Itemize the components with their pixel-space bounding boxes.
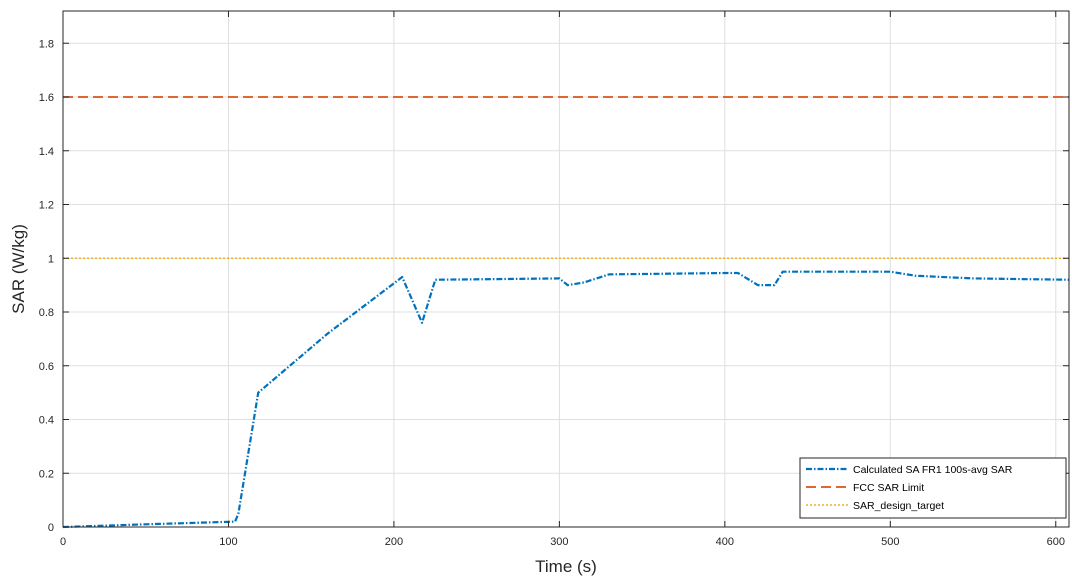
y-tick-label: 1.4 xyxy=(39,146,54,158)
series-layer xyxy=(62,96,1070,529)
y-tick-label: 1 xyxy=(48,253,54,265)
legend-label-calculated-sar: Calculated SA FR1 100s-avg SAR xyxy=(853,464,1013,476)
y-tick-label: 0.4 xyxy=(39,415,54,427)
y-tick-label: 0.2 xyxy=(39,468,54,480)
series-line-calculated-sa-fr1-100s-avg-sar xyxy=(62,270,1070,529)
y-tick-label: 0.6 xyxy=(39,361,54,373)
x-tick-label: 300 xyxy=(550,536,568,548)
plot-area xyxy=(63,11,1069,527)
x-tick-label: 400 xyxy=(716,536,734,548)
x-axis-title: Time (s) xyxy=(535,557,597,576)
x-tick-label: 100 xyxy=(219,536,237,548)
legend-label-design-target: SAR_design_target xyxy=(853,500,944,512)
y-tick-label: 1.6 xyxy=(39,92,54,104)
legend-label-fcc-limit: FCC SAR Limit xyxy=(853,482,924,494)
x-tick-label: 0 xyxy=(60,536,66,548)
axes-box xyxy=(62,10,1070,528)
y-tick-label: 0.8 xyxy=(39,307,54,319)
y-tick-label: 0 xyxy=(48,522,54,534)
y-tick-label: 1.2 xyxy=(39,200,54,212)
y-tick-label: 1.8 xyxy=(39,38,54,50)
legend: Calculated SA FR1 100s-avg SAR FCC SAR L… xyxy=(799,457,1067,519)
tick-labels: 0 100 200 300 400 500 600 0 0.2 0.4 0.6 0.8 1 1.2 1.4 1… xyxy=(39,11,1069,548)
x-tick-label: 500 xyxy=(881,536,899,548)
x-tick-label: 200 xyxy=(385,536,403,548)
x-tick-label: 600 xyxy=(1047,536,1065,548)
y-axis-title: SAR (W/kg) xyxy=(9,224,28,314)
